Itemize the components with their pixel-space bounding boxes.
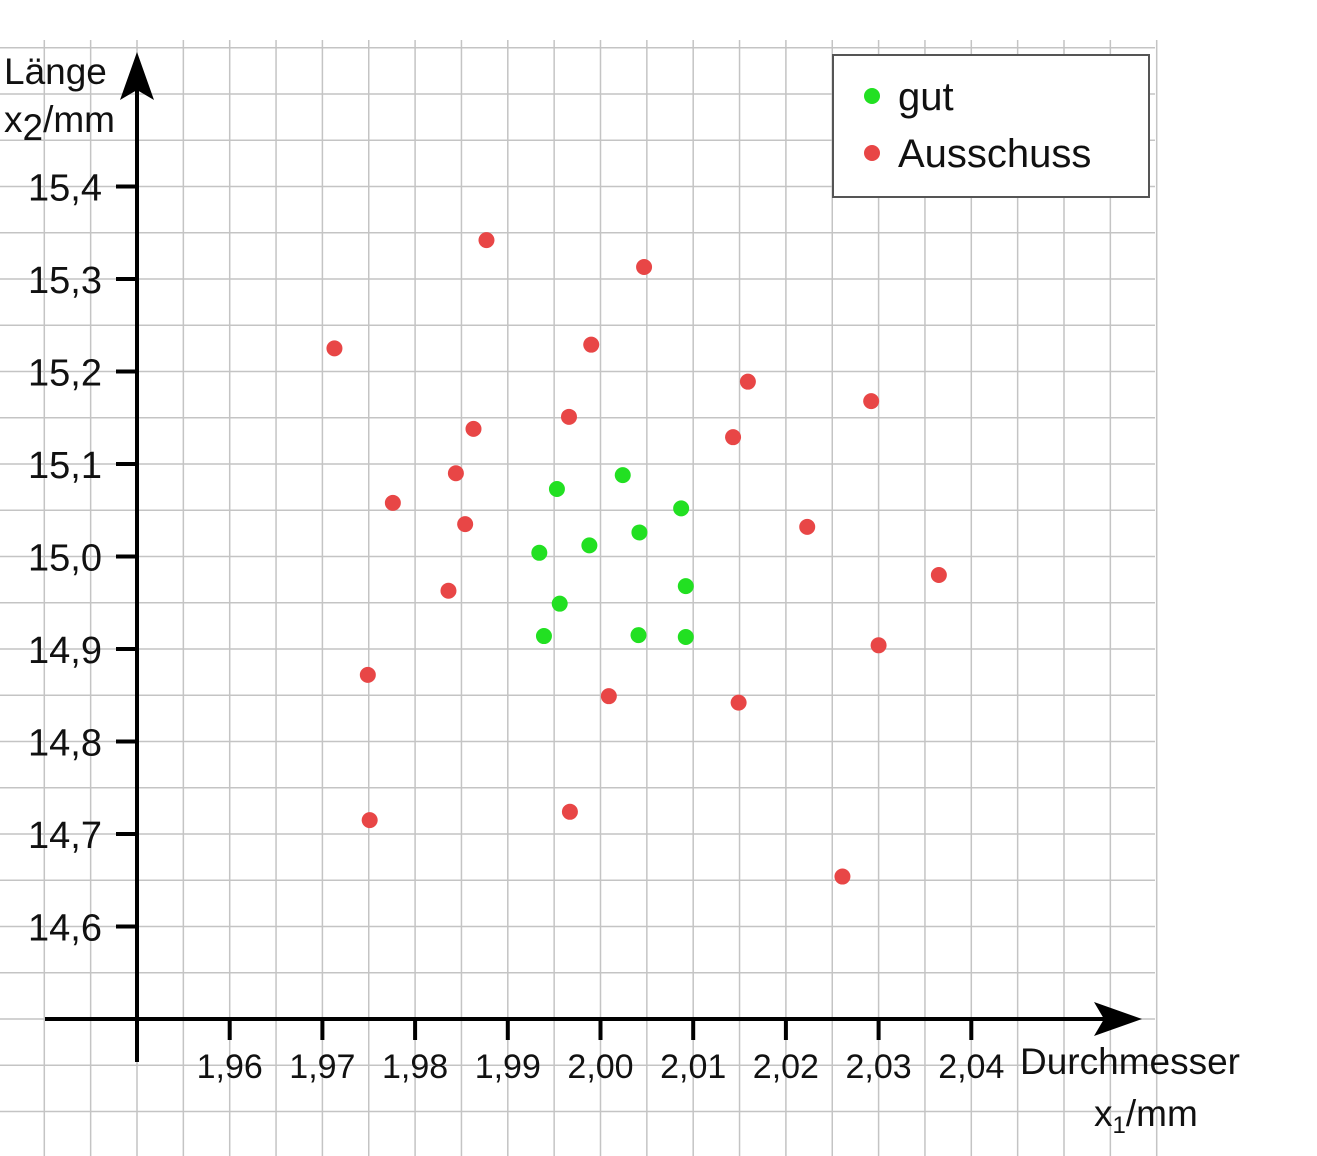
x-tick-label: 2,03 [846, 1048, 912, 1086]
legend-marker-gut [864, 88, 880, 104]
x-axis-unit-label: x1/mm [1094, 1093, 1198, 1139]
data-point-ausschuss [561, 803, 578, 820]
data-point-ausschuss [447, 465, 464, 482]
data-point-ausschuss [739, 373, 756, 390]
data-point-ausschuss [478, 232, 495, 249]
legend-label-gut: gut [898, 75, 954, 119]
y-axis-subscript: 2 [23, 107, 44, 148]
y-tick-label: 14,9 [28, 630, 102, 672]
grid [0, 40, 1158, 1156]
data-point-gut [531, 544, 548, 561]
data-points [326, 232, 947, 885]
y-ticks: 14,6 14,7 14,8 14,9 15,0 15,1 15,2 15,3 15,4 [28, 168, 137, 950]
y-axis-unit-label: x2/mm [4, 99, 115, 148]
y-axis-arrow [120, 52, 154, 100]
data-point-ausschuss [870, 637, 887, 654]
data-point-ausschuss [361, 812, 378, 829]
y-tick-label: 15,0 [28, 538, 102, 580]
data-point-gut [614, 467, 631, 484]
data-point-ausschuss [725, 429, 742, 446]
y-axis-title: Länge [4, 51, 107, 92]
data-point-ausschuss [799, 518, 816, 535]
data-point-ausschuss [359, 666, 376, 683]
x-tick-label: 1,96 [197, 1048, 263, 1086]
x-axis-variable: x [1094, 1093, 1113, 1134]
legend: gut Ausschuss [832, 54, 1150, 198]
x-tick-label: 1,97 [289, 1048, 355, 1086]
y-tick-label: 14,6 [28, 908, 102, 950]
x-axis-title: Durchmesser [1020, 1041, 1240, 1082]
x-axis-arrow [1094, 1002, 1142, 1036]
data-point-ausschuss [560, 408, 577, 425]
x-tick-label: 2,04 [938, 1048, 1004, 1086]
axes [45, 52, 1142, 1062]
data-point-gut [581, 537, 598, 554]
data-point-ausschuss [930, 567, 947, 583]
data-point-ausschuss [834, 868, 851, 885]
data-point-ausschuss [600, 688, 617, 705]
data-point-gut [677, 628, 694, 645]
data-point-ausschuss [440, 582, 457, 599]
data-point-ausschuss [457, 516, 474, 533]
x-tick-label: 1,99 [475, 1048, 541, 1086]
x-axis-unit: /mm [1126, 1093, 1198, 1134]
data-point-gut [677, 578, 694, 595]
x-tick-label: 2,02 [753, 1048, 819, 1086]
x-axis-subscript: 1 [1113, 1112, 1126, 1139]
data-point-gut [631, 524, 648, 541]
data-point-gut [551, 595, 568, 612]
y-axis-unit: /mm [43, 99, 115, 140]
data-point-ausschuss [863, 393, 880, 410]
legend-box [832, 54, 1150, 198]
data-point-ausschuss [465, 420, 482, 437]
x-tick-label: 1,98 [382, 1048, 448, 1086]
data-point-ausschuss [636, 258, 653, 275]
x-ticks: 1,96 1,97 1,98 1,99 2,00 2,01 2,02 2,03 2,04 [197, 1019, 1004, 1086]
y-tick-label: 15,3 [28, 260, 102, 302]
y-axis-variable: x [4, 99, 23, 140]
x-tick-label: 2,00 [567, 1048, 633, 1086]
data-point-ausschuss [583, 336, 600, 353]
y-tick-label: 15,1 [28, 445, 102, 487]
legend-label-ausschuss: Ausschuss [898, 132, 1091, 176]
y-tick-label: 14,8 [28, 723, 102, 765]
data-point-gut [535, 628, 552, 645]
data-point-gut [548, 480, 565, 497]
legend-marker-ausschuss [864, 145, 880, 161]
y-tick-label: 15,4 [28, 168, 102, 210]
data-point-ausschuss [384, 494, 401, 511]
data-point-ausschuss [730, 694, 747, 711]
x-tick-label: 2,01 [660, 1048, 726, 1086]
data-point-gut [673, 500, 690, 517]
data-point-ausschuss [326, 340, 343, 357]
data-point-gut [630, 627, 647, 644]
y-tick-label: 15,2 [28, 353, 102, 395]
y-tick-label: 14,7 [28, 815, 102, 857]
